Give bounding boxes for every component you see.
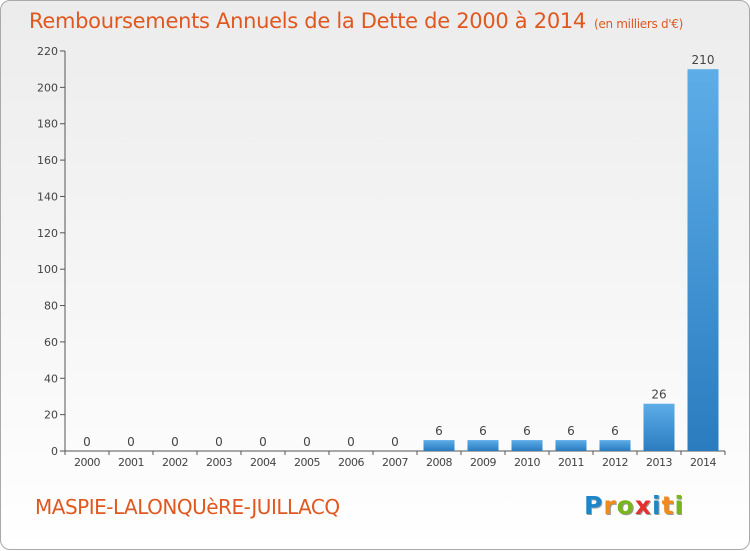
bar <box>467 440 499 451</box>
x-tick-label: 2001 <box>118 456 144 469</box>
bar <box>599 440 631 451</box>
data-label: 6 <box>567 424 575 438</box>
y-tick-label: 140 <box>37 190 58 203</box>
data-label: 0 <box>127 435 135 449</box>
data-label: 0 <box>215 435 223 449</box>
chart-unit: (en milliers d'€) <box>594 17 684 31</box>
data-label: 0 <box>83 435 91 449</box>
x-tick-label: 2000 <box>74 456 100 469</box>
x-tick-label: 2005 <box>294 456 320 469</box>
data-label: 6 <box>611 424 619 438</box>
chart-title-text: Remboursements Annuels de la Dette de 20… <box>29 9 586 33</box>
logo-letter: i <box>674 491 685 520</box>
bar <box>511 440 543 451</box>
logo-letter: P <box>584 491 604 520</box>
logo-letter: i <box>652 491 662 520</box>
x-tick-label: 2012 <box>602 456 628 469</box>
x-tick-label: 2011 <box>558 456 584 469</box>
bar <box>687 69 719 451</box>
data-label: 6 <box>435 424 443 438</box>
y-tick-label: 100 <box>37 263 58 276</box>
data-label: 6 <box>479 424 487 438</box>
commune-name: MASPIE-LALONQUèRE-JUILLACQ <box>35 495 340 519</box>
x-tick-label: 2002 <box>162 456 188 469</box>
data-label: 0 <box>303 435 311 449</box>
proxiti-logo: Proxiti <box>584 491 684 520</box>
bar <box>643 403 675 451</box>
y-tick-label: 40 <box>44 372 58 385</box>
logo-letter: x <box>634 491 652 520</box>
x-tick-label: 2013 <box>646 456 672 469</box>
data-label: 0 <box>347 435 355 449</box>
bar <box>555 440 587 451</box>
y-tick-label: 80 <box>44 300 58 313</box>
data-label: 0 <box>171 435 179 449</box>
x-tick-label: 2010 <box>514 456 540 469</box>
y-tick-label: 200 <box>37 81 58 94</box>
logo-letter: r <box>603 491 617 520</box>
y-tick-label: 20 <box>44 409 58 422</box>
x-tick-label: 2007 <box>382 456 408 469</box>
x-tick-label: 2003 <box>206 456 232 469</box>
data-label: 26 <box>651 388 666 402</box>
x-tick-label: 2014 <box>690 456 716 469</box>
logo-letter: o <box>616 491 635 520</box>
y-tick-label: 180 <box>37 118 58 131</box>
data-label: 210 <box>692 53 715 67</box>
y-tick-label: 160 <box>37 154 58 167</box>
x-tick-label: 2006 <box>338 456 364 469</box>
x-tick-label: 2004 <box>250 456 276 469</box>
chart-title: Remboursements Annuels de la Dette de 20… <box>29 9 683 33</box>
x-tick-label: 2008 <box>426 456 452 469</box>
bar <box>423 440 455 451</box>
y-tick-label: 220 <box>37 45 58 58</box>
x-tick-label: 2009 <box>470 456 496 469</box>
data-label: 6 <box>523 424 531 438</box>
logo-letter: t <box>661 491 675 520</box>
data-label: 0 <box>259 435 267 449</box>
y-tick-label: 60 <box>44 336 58 349</box>
y-tick-label: 0 <box>51 445 58 458</box>
y-tick-label: 120 <box>37 227 58 240</box>
data-label: 0 <box>391 435 399 449</box>
